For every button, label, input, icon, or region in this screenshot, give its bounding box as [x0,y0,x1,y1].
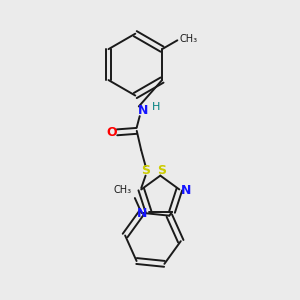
Text: N: N [137,104,148,117]
Text: S: S [141,164,150,177]
Text: CH₃: CH₃ [114,185,132,195]
Text: N: N [137,207,147,220]
Text: S: S [157,164,166,177]
Text: O: O [106,126,117,139]
Text: H: H [152,102,160,112]
Text: CH₃: CH₃ [180,34,198,44]
Text: N: N [181,184,191,197]
